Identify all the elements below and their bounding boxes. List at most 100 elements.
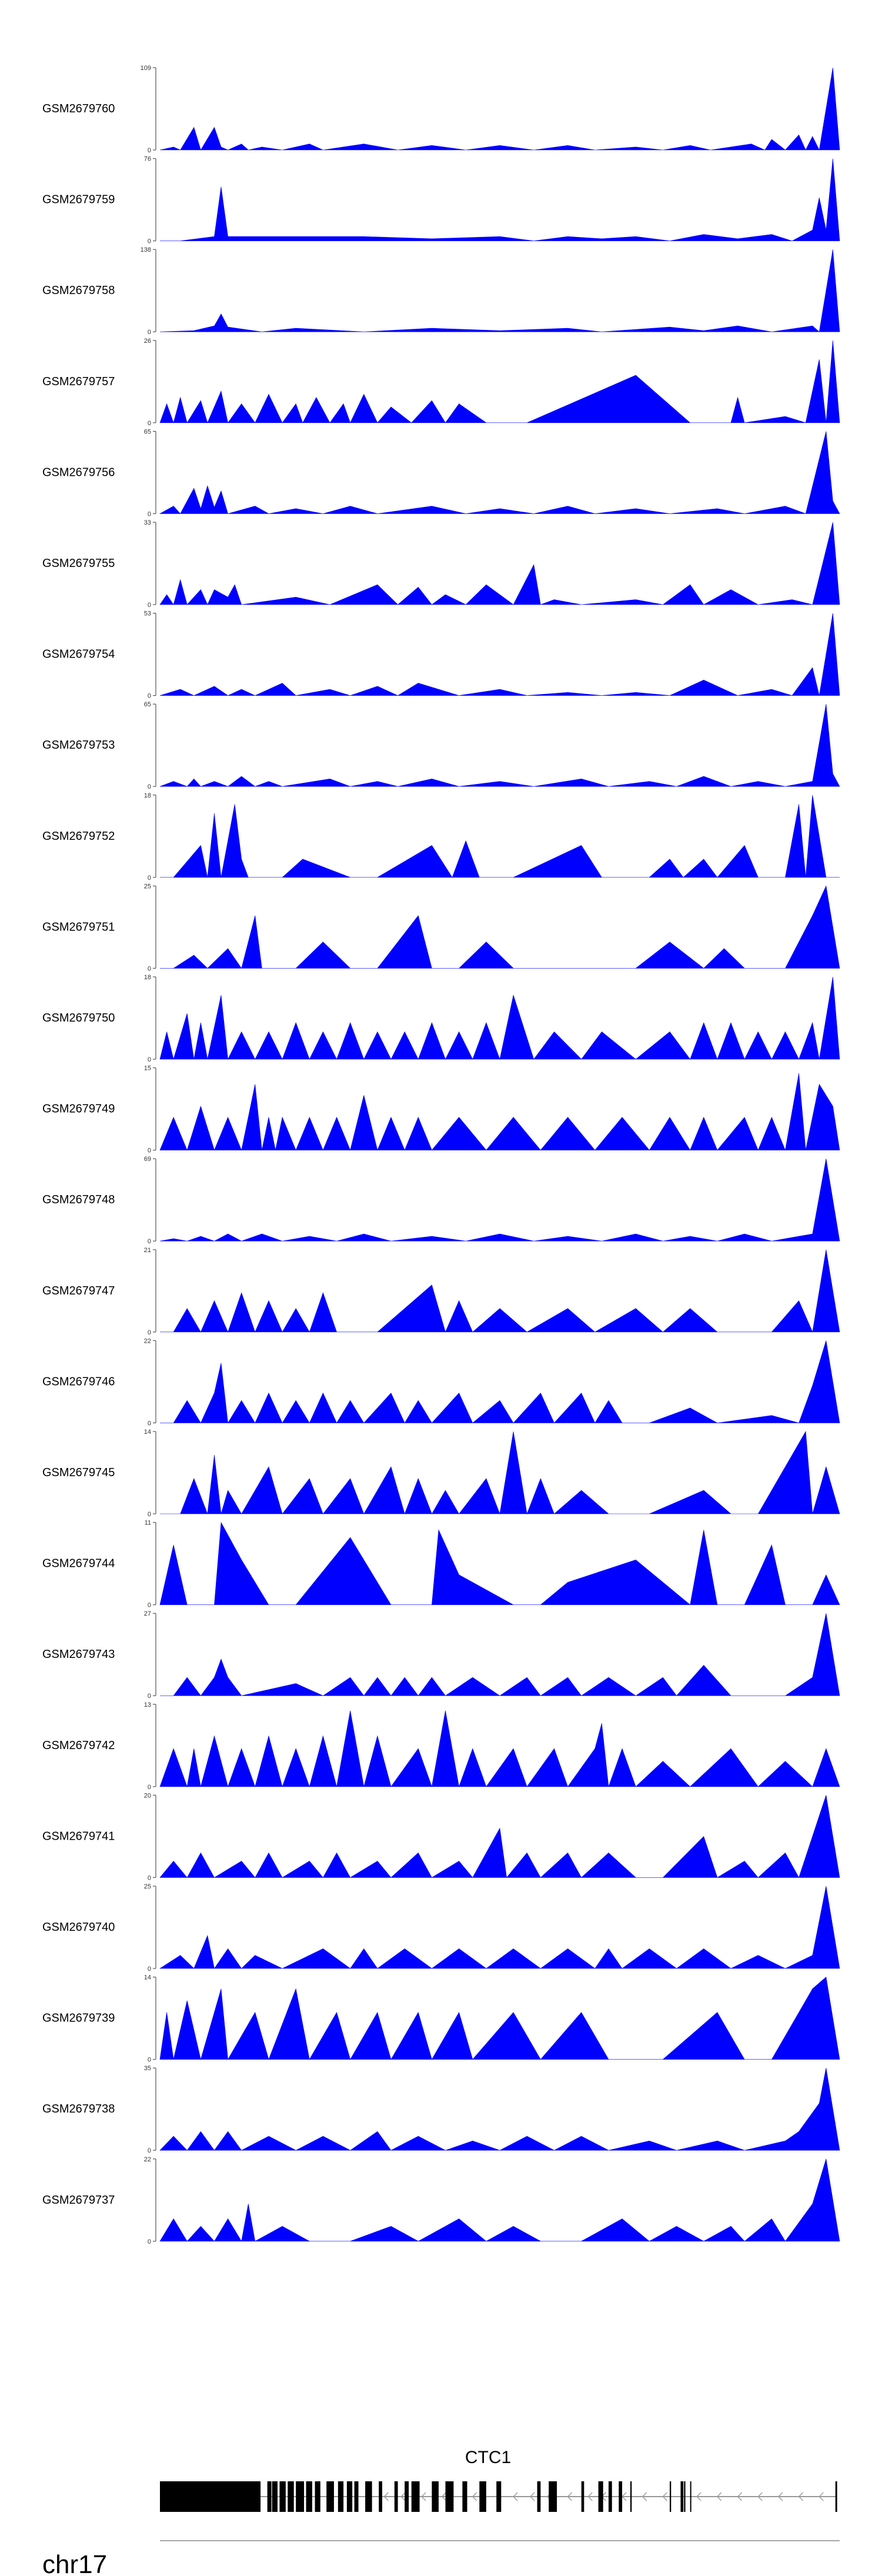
coverage-area [159, 1521, 840, 1606]
track-name: GSM2679737 [42, 2194, 115, 2207]
exon [690, 2481, 691, 2512]
strand-chevron [441, 2492, 447, 2501]
coverage-track: 53 0 GSM2679754 [42, 610, 840, 700]
coverage-track: 21 0 GSM2679747 [42, 1247, 840, 1336]
exon [306, 2481, 312, 2512]
track-name: GSM2679757 [42, 375, 115, 388]
coverage-area [159, 2158, 840, 2242]
y-max-label: 27 [144, 1610, 151, 1617]
strand-chevron [757, 2492, 763, 2501]
coverage-area [160, 885, 840, 969]
y-min-label: 0 [148, 1511, 151, 1518]
y-min-label: 0 [148, 1693, 151, 1700]
y-max-label: 35 [144, 2065, 151, 2072]
exon [379, 2481, 383, 2512]
y-min-label: 0 [148, 2057, 151, 2064]
track-name: GSM2679760 [42, 102, 115, 115]
track-name: GSM2679749 [42, 1103, 115, 1116]
coverage-area [159, 67, 840, 151]
track-name: GSM2679744 [42, 1557, 115, 1570]
y-min-label: 0 [148, 1602, 151, 1609]
coverage-track: 15 0 GSM2679749 [42, 1065, 840, 1154]
exon [680, 2481, 684, 2512]
track-name: GSM2679746 [42, 1375, 115, 1388]
y-max-label: 14 [144, 1429, 151, 1436]
exon [354, 2481, 359, 2512]
y-min-label: 0 [148, 693, 151, 700]
y-min-label: 0 [148, 1784, 151, 1791]
coverage-area [160, 1249, 840, 1333]
y-max-label: 76 [144, 156, 151, 163]
track-name: GSM2679753 [42, 739, 115, 752]
coverage-area [159, 1710, 840, 1787]
chromosome-axis: chr17 [42, 2540, 840, 2576]
strand-chevron [798, 2492, 804, 2501]
track-name: GSM2679755 [42, 557, 115, 570]
track-name: GSM2679741 [42, 1830, 115, 1843]
coverage-area [159, 704, 840, 787]
y-min-label: 0 [148, 1966, 151, 1973]
coverage-area [159, 613, 840, 696]
exon [549, 2481, 557, 2512]
coverage-area [159, 1977, 840, 2060]
coverage-track: 138 0 GSM2679758 [42, 246, 840, 336]
exon [267, 2481, 272, 2512]
y-max-label: 11 [145, 1520, 151, 1527]
track-name: GSM2679748 [42, 1193, 115, 1206]
y-max-label: 65 [144, 701, 151, 708]
coverage-track: 25 0 GSM2679740 [42, 1883, 840, 1973]
track-name: GSM2679756 [42, 466, 115, 479]
track-name: GSM2679740 [42, 1921, 115, 1934]
y-min-label: 0 [148, 965, 151, 972]
exon [598, 2481, 603, 2512]
y-max-label: 65 [144, 428, 151, 435]
y-min-label: 0 [148, 783, 151, 790]
coverage-track: 20 0 GSM2679741 [42, 1792, 840, 1881]
y-max-label: 53 [144, 610, 151, 618]
coverage-area [160, 1613, 840, 1696]
strand-chevron [587, 2492, 593, 2501]
coverage-track: 25 0 GSM2679751 [42, 883, 840, 972]
strand-chevron [421, 2492, 426, 2501]
coverage-area [160, 158, 840, 241]
y-max-label: 22 [144, 2156, 151, 2163]
coverage-area [159, 2068, 840, 2151]
y-max-label: 18 [144, 974, 151, 981]
coverage-area [159, 431, 840, 514]
y-max-label: 109 [141, 65, 151, 72]
exon [296, 2481, 305, 2512]
coverage-area [160, 1340, 840, 1424]
y-min-label: 0 [148, 2238, 151, 2245]
exon [479, 2481, 486, 2512]
y-max-label: 13 [144, 1701, 151, 1709]
chromosome-label: chr17 [42, 2550, 107, 2576]
track-name: GSM2679742 [42, 1739, 115, 1752]
coverage-area [160, 795, 840, 878]
exon [462, 2481, 467, 2512]
coverage-track: 11 0 GSM2679744 [42, 1520, 840, 1609]
gene-model: CTC1 [160, 2448, 837, 2512]
exon [445, 2481, 454, 2512]
track-name: GSM2679747 [42, 1284, 115, 1297]
y-max-label: 33 [144, 519, 151, 526]
coverage-area [159, 1073, 840, 1151]
exon [630, 2481, 632, 2512]
y-min-label: 0 [148, 875, 151, 882]
coverage-area [159, 976, 840, 1060]
y-max-label: 22 [144, 1337, 151, 1344]
gene-label: CTC1 [465, 2448, 511, 2467]
strand-chevron [818, 2492, 824, 2501]
y-max-label: 26 [144, 338, 151, 345]
track-name: GSM2679738 [42, 2103, 115, 2115]
y-min-label: 0 [148, 1056, 151, 1063]
coverage-track: 65 0 GSM2679756 [42, 428, 840, 518]
y-min-label: 0 [148, 510, 151, 518]
coverage-track: 14 0 GSM2679745 [42, 1429, 840, 1518]
y-max-label: 20 [144, 1792, 151, 1799]
y-min-label: 0 [148, 1147, 151, 1154]
y-max-label: 138 [141, 246, 151, 253]
exon [160, 2481, 261, 2512]
exon [272, 2481, 278, 2512]
coverage-track: 35 0 GSM2679738 [42, 2065, 840, 2154]
y-max-label: 14 [144, 1974, 151, 1981]
